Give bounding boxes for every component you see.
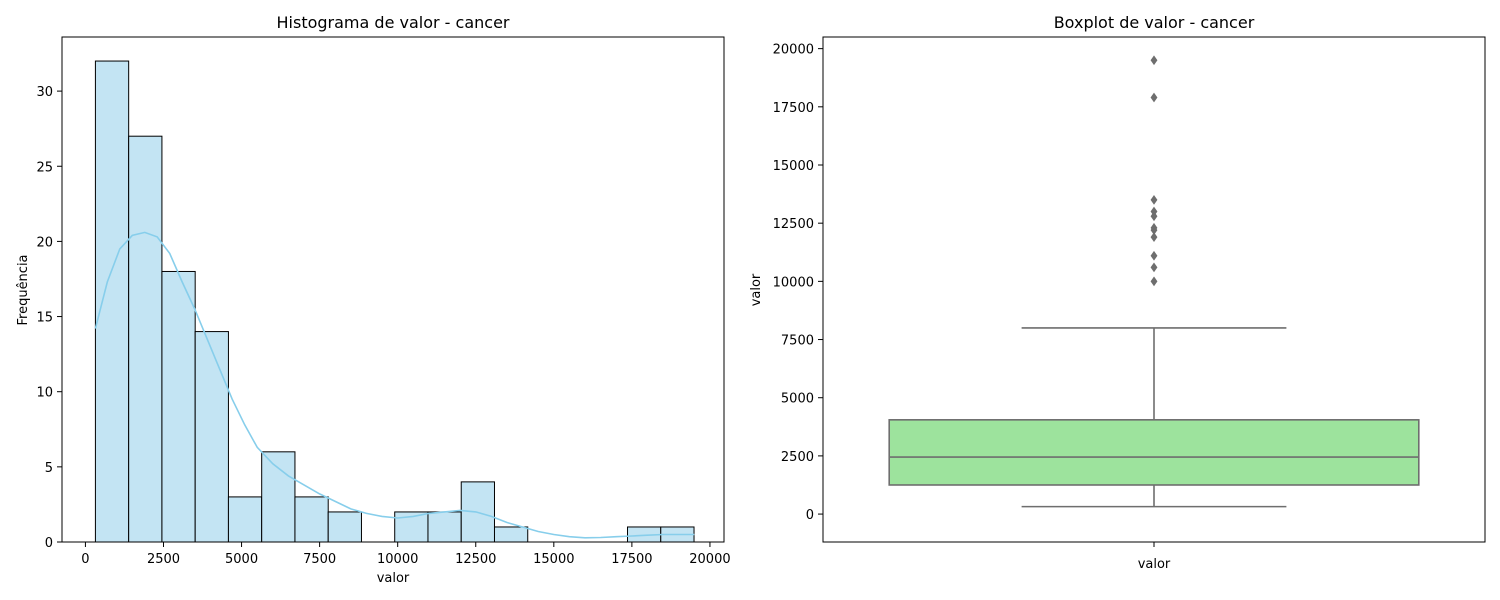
- boxplot-title: Boxplot de valor - cancer: [1054, 13, 1255, 32]
- histogram-xlabel: valor: [377, 571, 410, 586]
- histogram-bar: [161, 270, 196, 543]
- iqr-box: [888, 419, 1420, 486]
- outlier-point: [1150, 55, 1158, 66]
- histogram-xtick-label: 10000: [377, 552, 418, 567]
- histogram-bar: [327, 511, 362, 543]
- histogram-ytick-label: 0: [45, 536, 53, 551]
- boxplot-ytick-label: 0: [806, 508, 814, 523]
- boxplot-ytick-label: 17500: [773, 101, 814, 116]
- histogram-bar: [294, 496, 329, 543]
- histogram-frame: [61, 36, 725, 543]
- histogram-xtick-label: 17500: [611, 552, 652, 567]
- boxplot-ytick-label: 2500: [781, 450, 814, 465]
- boxplot-ytick-label: 10000: [773, 275, 814, 290]
- histogram-bar: [261, 451, 296, 543]
- boxplot-frame: [822, 36, 1486, 543]
- histogram-bar: [427, 511, 462, 543]
- histogram-title: Histograma de valor - cancer: [277, 13, 510, 32]
- outlier-point: [1150, 222, 1158, 233]
- boxplot-xtick-label: valor: [1138, 557, 1171, 572]
- histogram-plot-area: 0 2500 5000 7500 10000 12500 15000 17500 20000 0 5…: [36, 60, 731, 567]
- outlier-point: [1150, 195, 1158, 205]
- histogram-bar: [493, 526, 529, 543]
- outlier-point: [1150, 92, 1158, 103]
- kde-line: [94, 231, 695, 539]
- boxplot-ytick-label: 20000: [773, 43, 814, 58]
- outlier-point: [1150, 232, 1158, 243]
- outlier-point: [1150, 206, 1158, 217]
- boxplot-panel: Boxplot de valor - cancer 0 2500 5000 7500 1…: [749, 13, 1486, 572]
- outlier-point: [1150, 276, 1158, 287]
- histogram-xtick-label: 0: [81, 552, 89, 567]
- histogram-xtick-label: 15000: [533, 552, 574, 567]
- histogram-bar: [194, 331, 229, 543]
- boxplot-ytick-label: 12500: [773, 217, 814, 232]
- histogram-ytick-label: 15: [36, 311, 53, 326]
- histogram-ytick-label: 25: [36, 160, 53, 175]
- histogram-ytick-label: 20: [36, 235, 53, 250]
- histogram-panel: Histograma de valor - cancer 0 2500 5000 75…: [16, 13, 731, 586]
- histogram-ylabel: Frequência: [16, 254, 31, 325]
- boxplot-ytick-label: 15000: [773, 159, 814, 174]
- boxplot-ylabel: valor: [749, 273, 764, 306]
- histogram-bar: [227, 496, 263, 543]
- histogram-xtick-label: 20000: [689, 552, 730, 567]
- histogram-xtick-label: 7500: [303, 552, 336, 567]
- boxplot-ytick-label: 5000: [781, 392, 814, 407]
- histogram-xtick-label: 5000: [225, 552, 258, 567]
- histogram-ytick-label: 10: [36, 386, 53, 401]
- histogram-ytick-label: 5: [45, 461, 53, 476]
- histogram-xtick-label: 2500: [147, 552, 180, 567]
- outlier-point: [1150, 250, 1158, 261]
- boxplot-ytick-label: 7500: [781, 334, 814, 349]
- outlier-point: [1150, 262, 1158, 273]
- histogram-bar: [128, 135, 163, 543]
- histogram-xtick-label: 12500: [455, 552, 496, 567]
- histogram-bar: [94, 60, 130, 543]
- histogram-ytick-label: 30: [36, 85, 53, 100]
- boxplot-plot-area: 0 2500 5000 7500 10000 12500 15000 17500 20000 va…: [773, 43, 1420, 572]
